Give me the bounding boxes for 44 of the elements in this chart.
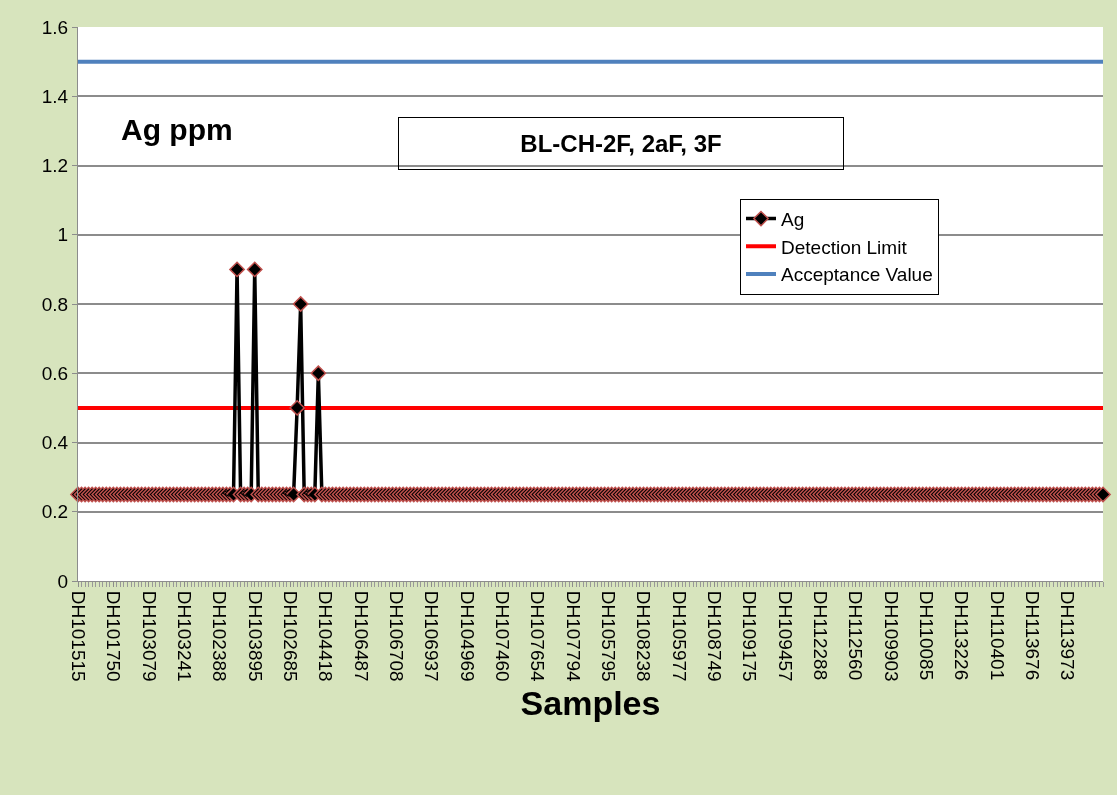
legend-label: Ag	[781, 209, 805, 230]
x-tick-label: DH112288	[810, 590, 832, 681]
legend-label: Detection Limit	[781, 236, 908, 258]
x-tick-label: DH113676	[1022, 590, 1044, 681]
x-tick-label: DH109903	[880, 590, 902, 682]
x-tick-label: DH110085	[916, 590, 938, 681]
y-tick-label: 0.8	[41, 293, 69, 315]
y-tick-label: 1	[57, 224, 69, 246]
legend-label: Acceptance Value	[781, 264, 933, 286]
x-axis-title: Samples	[520, 684, 661, 723]
x-tick-label: DH113973	[1057, 590, 1079, 681]
x-tick-label: DH106937	[421, 590, 443, 682]
annotation: BL-CH-2F, 2aF, 3F	[520, 130, 722, 157]
x-tick-label: DH101515	[67, 590, 89, 682]
y-tick-label: 0	[57, 570, 69, 592]
x-tick-label: DH102685	[279, 590, 301, 682]
x-tick-label: DH107794	[562, 590, 584, 683]
y-tick-label: 1.4	[41, 85, 69, 107]
x-tick-label: DH104418	[315, 590, 337, 682]
y-tick-label: 0.4	[41, 432, 69, 454]
y-tick-label: 1.6	[41, 16, 69, 38]
x-tick-label: DH108749	[704, 590, 726, 682]
x-tick-label: DH110401	[986, 590, 1008, 681]
x-tick-label: DH108238	[633, 590, 655, 682]
x-tick-label: DH113226	[951, 590, 973, 681]
x-tick-label: DH102388	[209, 590, 231, 682]
annotation: Ag ppm	[121, 113, 233, 146]
x-tick-label: DH104969	[456, 590, 478, 682]
x-tick-label: DH112560	[845, 590, 867, 681]
x-tick-label: DH103079	[138, 590, 160, 682]
x-tick-label: DH107460	[491, 590, 513, 682]
x-tick-label: DH101750	[103, 590, 125, 682]
x-tick-label: DH109175	[739, 590, 761, 682]
x-tick-label: DH103895	[244, 590, 266, 682]
x-tick-label: DH103241	[173, 590, 195, 682]
x-tick-label: DH107654	[527, 590, 549, 683]
y-tick-label: 1.2	[41, 155, 69, 177]
x-tick-label: DH106487	[350, 590, 372, 682]
x-tick-label: DH105795	[597, 590, 619, 682]
x-tick-label: DH106708	[385, 590, 407, 682]
x-tick-label: DH109457	[774, 590, 796, 682]
x-tick-label: DH105977	[668, 590, 690, 682]
y-tick-label: 0.2	[41, 501, 69, 523]
y-tick-label: 0.6	[41, 362, 69, 384]
